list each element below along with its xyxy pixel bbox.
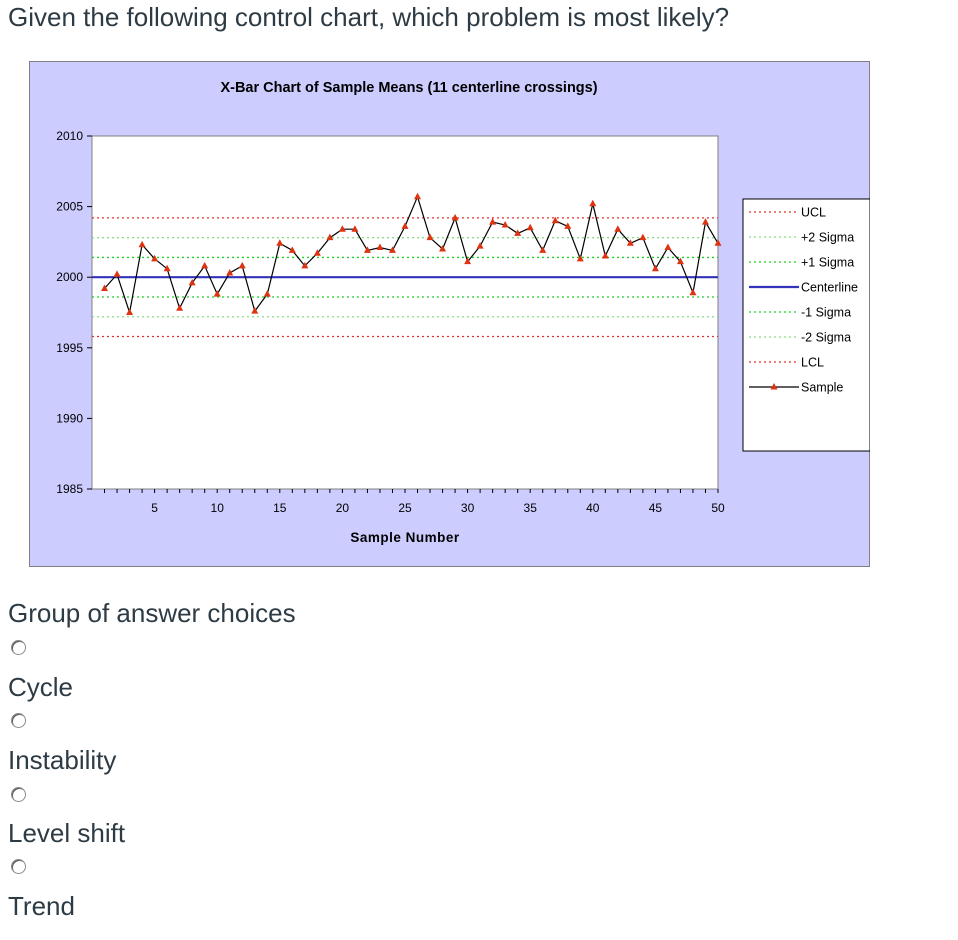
- data-point: [276, 239, 284, 246]
- data-point: [151, 254, 159, 262]
- y-tick-label: 1985: [56, 482, 83, 496]
- x-tick-label: 45: [649, 501, 663, 515]
- data-point: [251, 307, 259, 314]
- data-point: [664, 243, 672, 251]
- answer-radio[interactable]: [11, 859, 26, 874]
- legend: UCL +2 Sigma +1 Sigma Centerline -1 Sigma -2 …: [742, 198, 870, 452]
- legend-label--2-sigma: -2 Sigma: [801, 331, 851, 345]
- control-chart-svg: X-Bar Chart of Sample Means (11 centerli…: [29, 61, 870, 567]
- data-point: [626, 239, 634, 246]
- data-point: [113, 270, 121, 277]
- legend-label-sample: Sample: [801, 381, 843, 395]
- data-point: [201, 261, 209, 269]
- data-point: [263, 290, 271, 297]
- x-tick-label: 10: [211, 501, 225, 515]
- legend-label-lcl: LCL: [801, 356, 824, 370]
- data-point: [564, 222, 572, 229]
- data-point: [376, 243, 384, 251]
- legend-label-centerline: Centerline: [801, 281, 858, 295]
- x-tick-label: 20: [336, 501, 350, 515]
- x-tick-label: 40: [586, 501, 600, 515]
- data-point: [601, 252, 609, 259]
- data-point: [301, 261, 309, 269]
- data-point: [551, 216, 559, 224]
- data-point: [363, 246, 371, 253]
- data-point: [388, 246, 396, 253]
- data-point: [351, 225, 359, 232]
- x-tick-label: 30: [461, 501, 475, 515]
- data-point: [163, 264, 171, 272]
- legend-label--2-sigma: +2 Sigma: [801, 231, 854, 245]
- x-tick-label: 15: [273, 501, 287, 515]
- answer-radio[interactable]: [11, 713, 26, 728]
- data-point: [464, 257, 472, 265]
- x-axis-label: Sample Number: [350, 530, 460, 545]
- control-chart: X-Bar Chart of Sample Means (11 centerli…: [29, 61, 870, 567]
- y-tick-label: 2000: [56, 270, 83, 284]
- answer-radio[interactable]: [11, 787, 26, 802]
- legend-box: [742, 198, 870, 452]
- data-point: [589, 199, 597, 207]
- answer-label[interactable]: Trend: [8, 891, 75, 921]
- question-text: Given the following control chart, which…: [8, 2, 730, 32]
- answer-label[interactable]: Instability: [8, 745, 117, 775]
- legend-marker-sample: [770, 383, 778, 390]
- data-point: [651, 264, 659, 272]
- data-point: [176, 304, 184, 311]
- data-point: [476, 242, 484, 249]
- x-tick-label: 35: [524, 501, 538, 515]
- y-tick-label: 1990: [56, 411, 83, 425]
- data-point: [714, 239, 722, 246]
- x-tick-label: 50: [711, 501, 725, 515]
- data-point: [101, 284, 109, 291]
- data-point: [326, 233, 334, 241]
- data-point: [313, 249, 321, 256]
- data-point: [338, 225, 346, 232]
- x-tick-label: 5: [151, 501, 158, 515]
- data-point: [676, 257, 684, 265]
- plot-area: [91, 135, 719, 490]
- data-point: [539, 246, 547, 253]
- data-point: [226, 268, 234, 276]
- data-point: [126, 308, 134, 315]
- data-point: [526, 223, 534, 231]
- data-point: [439, 244, 447, 252]
- data-point: [639, 233, 647, 241]
- data-point: [188, 278, 196, 286]
- answer-label[interactable]: Cycle: [8, 672, 74, 702]
- data-point: [489, 218, 497, 225]
- series-line-sample: [104, 194, 719, 313]
- data-point: [614, 225, 622, 232]
- chart-title: X-Bar Chart of Sample Means (11 centerli…: [220, 80, 597, 96]
- data-point: [401, 222, 409, 229]
- data-point: [501, 220, 509, 228]
- answer-label[interactable]: Level shift: [8, 818, 126, 848]
- data-point: [689, 288, 697, 296]
- data-point: [238, 261, 246, 269]
- data-point: [213, 290, 221, 297]
- legend-label-ucl: UCL: [801, 206, 826, 220]
- data-point: [451, 213, 459, 221]
- data-point: [514, 229, 522, 236]
- y-tick-label: 2005: [56, 200, 83, 214]
- legend-label--1-sigma: +1 Sigma: [801, 256, 854, 270]
- data-point: [576, 254, 584, 262]
- data-point: [288, 246, 296, 253]
- group-label: Group of answer choices: [8, 598, 296, 628]
- y-tick-label: 1995: [56, 341, 83, 355]
- data-point: [701, 218, 709, 225]
- x-tick-label: 25: [398, 501, 412, 515]
- y-tick-label: 2010: [56, 129, 83, 143]
- data-point: [138, 240, 146, 248]
- data-point: [426, 233, 434, 241]
- legend-label--1-sigma: -1 Sigma: [801, 306, 851, 320]
- answer-radio[interactable]: [11, 640, 26, 655]
- data-point: [414, 192, 422, 200]
